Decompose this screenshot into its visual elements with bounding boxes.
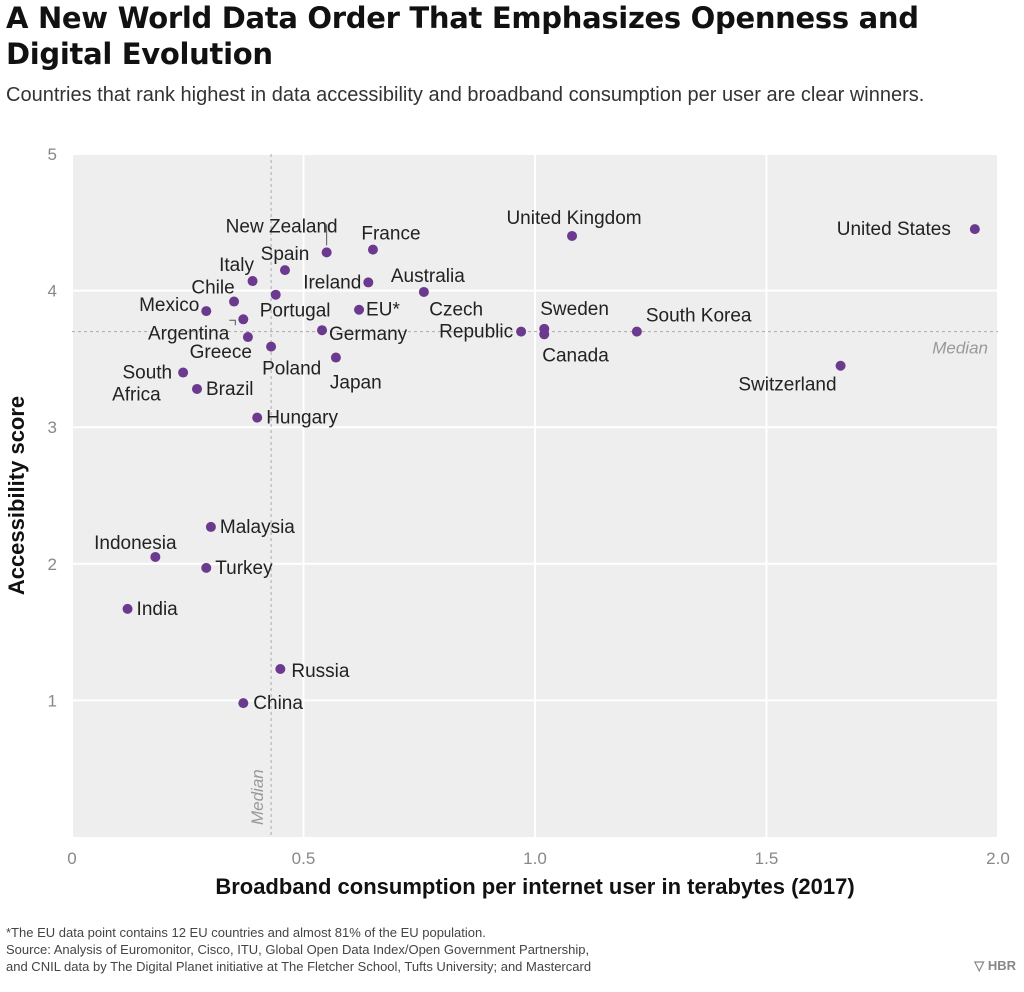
data-label: Malaysia [220, 517, 295, 538]
median-x-label: Median [248, 769, 267, 825]
data-label: Switzerland [738, 375, 836, 396]
data-point [247, 276, 258, 287]
data-point [418, 286, 429, 297]
x-tick-label: 2.0 [986, 849, 1010, 868]
data-label: Argentina [148, 323, 230, 344]
leader-line [229, 319, 236, 326]
x-tick-label: 0.5 [292, 849, 316, 868]
data-label: Greece [190, 342, 252, 363]
data-label: India [137, 599, 179, 620]
data-point [150, 551, 161, 562]
chart-subtitle: Countries that rank highest in data acce… [6, 84, 925, 106]
data-label: Ireland [303, 272, 361, 293]
data-point [363, 277, 374, 288]
footnote: *The EU data point contains 12 EU countr… [6, 924, 806, 975]
data-label: Russia [291, 661, 350, 682]
data-point [330, 352, 341, 363]
data-label: Canada [542, 345, 609, 366]
data-label: France [361, 224, 420, 245]
data-point [242, 332, 253, 343]
data-point [321, 247, 332, 258]
data-label: South Korea [646, 306, 752, 327]
data-label: China [253, 693, 303, 714]
data-point [270, 289, 281, 300]
data-label: EU* [366, 300, 400, 321]
data-point [122, 603, 133, 614]
data-point [238, 698, 249, 709]
data-point [279, 265, 290, 276]
data-label: Chile [191, 278, 234, 299]
data-point [178, 367, 189, 378]
data-label: New Zealand [226, 216, 338, 237]
data-label: Spain [261, 244, 310, 265]
data-point [317, 325, 328, 336]
data-point [238, 314, 249, 325]
data-label: Indonesia [94, 533, 177, 554]
data-label: Italy [219, 255, 254, 276]
data-label: United Kingdom [506, 208, 641, 229]
data-label: Brazil [206, 379, 254, 400]
data-label: Turkey [215, 558, 273, 579]
y-tick-label: 1 [48, 691, 57, 710]
y-tick-label: 3 [48, 418, 57, 437]
data-point [835, 360, 846, 371]
data-label: Czech [429, 300, 483, 321]
median-y-label: Median [932, 339, 988, 358]
data-point [266, 341, 277, 352]
data-point [252, 412, 263, 423]
y-tick-label: 5 [48, 145, 57, 164]
x-tick-label: 1.5 [755, 849, 779, 868]
data-label: Australia [391, 266, 465, 287]
data-label: Republic [439, 322, 513, 343]
chart-title: A New World Data Order That Emphasizes O… [6, 1, 919, 71]
data-label: Hungary [266, 408, 338, 429]
hbr-logo: ▽ HBR [974, 958, 1016, 973]
data-point [192, 383, 203, 394]
data-label: Portugal [260, 301, 331, 322]
data-point [969, 224, 980, 235]
data-point [229, 296, 240, 307]
data-point [201, 306, 212, 317]
data-point [631, 326, 642, 337]
data-label: Sweden [540, 299, 609, 320]
data-point [275, 663, 286, 674]
data-label: Africa [112, 385, 161, 406]
data-label: United States [837, 219, 951, 240]
data-label: South [122, 363, 172, 384]
x-axis-title: Broadband consumption per internet user … [215, 874, 854, 899]
footnote-source-2: and CNIL data by The Digital Planet init… [6, 959, 592, 974]
data-point [539, 329, 550, 340]
footnote-eu: *The EU data point contains 12 EU countr… [6, 925, 486, 940]
y-axis-title: Accessibility score [4, 396, 29, 595]
data-point [354, 304, 365, 315]
x-tick-label: 0 [67, 849, 76, 868]
y-tick-label: 4 [48, 282, 57, 301]
data-label: Germany [329, 324, 408, 345]
footnote-source-1: Source: Analysis of Euromonitor, Cisco, … [6, 942, 590, 957]
data-point [516, 326, 527, 337]
data-label: Mexico [139, 295, 199, 316]
data-point [367, 244, 378, 255]
data-point [201, 562, 212, 573]
data-label: Japan [330, 373, 382, 394]
scatter-chart: 0 0.5 1.0 1.5 2.0 1 2 3 4 5 Median Median Broadband … [4, 145, 1010, 899]
data-point [205, 521, 216, 532]
y-tick-label: 2 [48, 555, 57, 574]
data-label: Poland [262, 359, 321, 380]
x-tick-label: 1.0 [523, 849, 547, 868]
data-point [567, 230, 578, 241]
